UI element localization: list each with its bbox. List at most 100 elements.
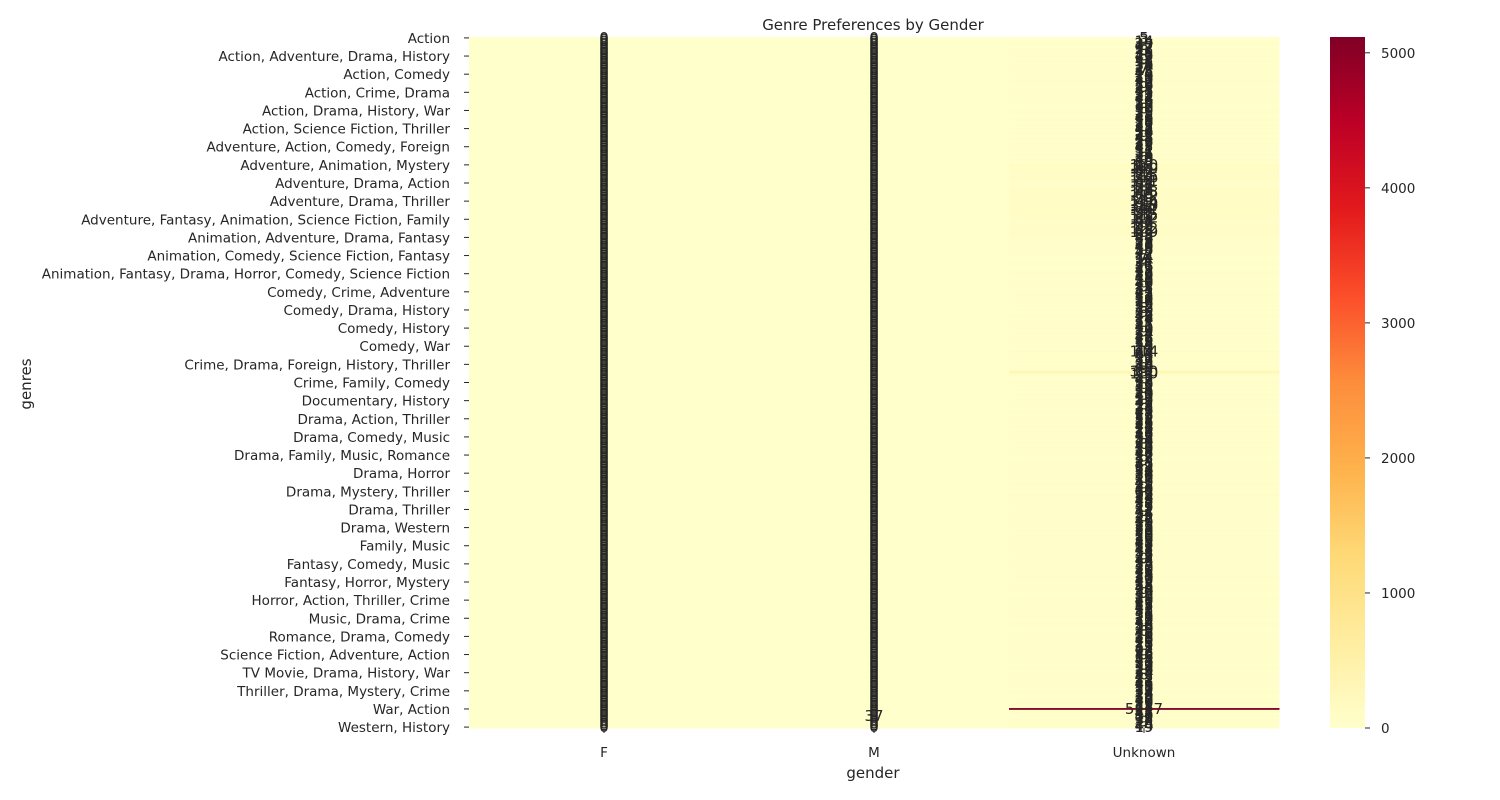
cell-value-label: 102 [1130, 208, 1159, 226]
heatmap-cell [469, 581, 740, 584]
heatmap-cell [739, 715, 1010, 718]
heatmap-cell [739, 75, 1010, 78]
y-tick-label: Music, Drama, Crime [309, 611, 450, 627]
heatmap-cell [1009, 142, 1280, 145]
heatmap-cell [1009, 212, 1280, 216]
cell-value-label: 27 [1134, 548, 1153, 566]
heatmap-cell [739, 421, 1010, 424]
heatmap-cell [469, 178, 740, 181]
cell-value-label: 0 [869, 339, 879, 357]
heatmap-cell [469, 356, 740, 359]
cell-value-label: 0 [599, 702, 609, 720]
cell-value-label: 47 [1134, 403, 1153, 421]
heatmap-cell [469, 455, 740, 459]
heatmap-cell [1009, 98, 1280, 102]
heatmap-cell [739, 37, 1010, 40]
cell-value-label: 21 [1134, 276, 1153, 294]
cell-value-label: 10 [1134, 611, 1153, 629]
cell-value-label: 22 [1134, 245, 1153, 263]
cell-value-label: 0 [599, 555, 609, 573]
cell-value-label: 0 [869, 98, 879, 116]
heatmap-cell [739, 577, 1010, 580]
cell-value-label: 17 [1134, 557, 1153, 575]
cell-value-label: 0 [599, 524, 609, 542]
cell-value-label: 0 [599, 256, 609, 274]
cell-value-label: 19 [1134, 607, 1153, 625]
cell-value-label: 18 [1134, 424, 1153, 442]
heatmap-cell [1009, 122, 1280, 125]
heatmap-cell [469, 403, 740, 406]
heatmap-cell [469, 718, 740, 722]
heatmap-cell [739, 299, 1010, 303]
heatmap-cell [1009, 646, 1280, 649]
heatmap-cell [469, 270, 740, 274]
cell-value-label: 0 [599, 656, 609, 674]
cell-value-label: 45 [1134, 63, 1153, 81]
heatmap-cell [469, 240, 740, 243]
cell-value-label: 0 [599, 475, 609, 493]
cell-value-label: 0 [869, 283, 879, 301]
heatmap-cell [469, 265, 740, 268]
cell-value-label: 25 [1134, 315, 1153, 333]
cell-value-label: 0 [599, 199, 609, 217]
cell-value-label: 27 [1134, 678, 1153, 696]
heatmap-cell [1009, 653, 1280, 657]
cell-value-label: 112 [1130, 187, 1159, 205]
heatmap-cell [1009, 269, 1280, 272]
heatmap-cell [1009, 200, 1280, 203]
heatmap-cell [469, 479, 740, 482]
cell-value-label: 0 [869, 540, 879, 558]
heatmap-cell [469, 492, 740, 495]
cell-value-label: 0 [869, 437, 879, 455]
heatmap-cell [469, 243, 740, 247]
cell-value-label: 0 [869, 136, 879, 154]
heatmap-cell [1009, 691, 1280, 695]
heatmap-cell [469, 711, 740, 715]
cell-value-label: 45 [1134, 283, 1153, 301]
heatmap-cell [739, 212, 1010, 216]
cell-value-label: 0 [869, 577, 879, 595]
heatmap-cell [1009, 450, 1280, 453]
heatmap-cell [1009, 278, 1280, 281]
heatmap-cell [469, 497, 740, 501]
heatmap-cell [469, 406, 740, 410]
cell-value-label: 0 [599, 60, 609, 78]
heatmap-cell [1009, 171, 1280, 174]
cell-value-label: 0 [599, 283, 609, 301]
heatmap-cell [1009, 651, 1280, 655]
heatmap-cell [739, 550, 1010, 553]
heatmap-cell [1009, 124, 1280, 127]
heatmap-cell [739, 71, 1010, 74]
cell-value-label: 0 [599, 196, 609, 214]
heatmap-cell [1009, 307, 1280, 310]
cell-value-label: 0 [599, 647, 609, 665]
heatmap-cell [739, 325, 1010, 328]
cell-value-label: 29 [1134, 433, 1153, 451]
heatmap-cell [1009, 310, 1280, 314]
heatmap-cell [469, 249, 740, 252]
heatmap-cell [1009, 40, 1280, 44]
heatmap-cell [1009, 611, 1280, 615]
heatmap-cell [469, 189, 740, 192]
cell-value-label: 46 [1134, 511, 1153, 529]
cell-value-label: 0 [869, 415, 879, 433]
cell-value-label: 0 [599, 54, 609, 72]
cell-value-label: 0 [869, 713, 879, 731]
cell-value-label: 0 [869, 566, 879, 584]
cell-value-label: 0 [869, 163, 879, 181]
heatmap-cell [1009, 372, 1280, 375]
cell-value-label: 0 [599, 355, 609, 373]
cell-value-label: 0 [869, 696, 879, 714]
heatmap-cell [739, 38, 1010, 42]
cell-value-label: 0 [869, 237, 879, 255]
cell-value-label: 31 [1134, 602, 1153, 620]
cell-value-label: 0 [599, 558, 609, 576]
cell-value-label: 0 [869, 493, 879, 511]
cell-value-label: 0 [599, 366, 609, 384]
cell-value-label: 19 [1134, 513, 1153, 531]
cell-value-label: 0 [869, 395, 879, 413]
heatmap-cell [469, 426, 740, 430]
heatmap-cell [1009, 321, 1280, 325]
cell-value-label: 0 [869, 54, 879, 72]
